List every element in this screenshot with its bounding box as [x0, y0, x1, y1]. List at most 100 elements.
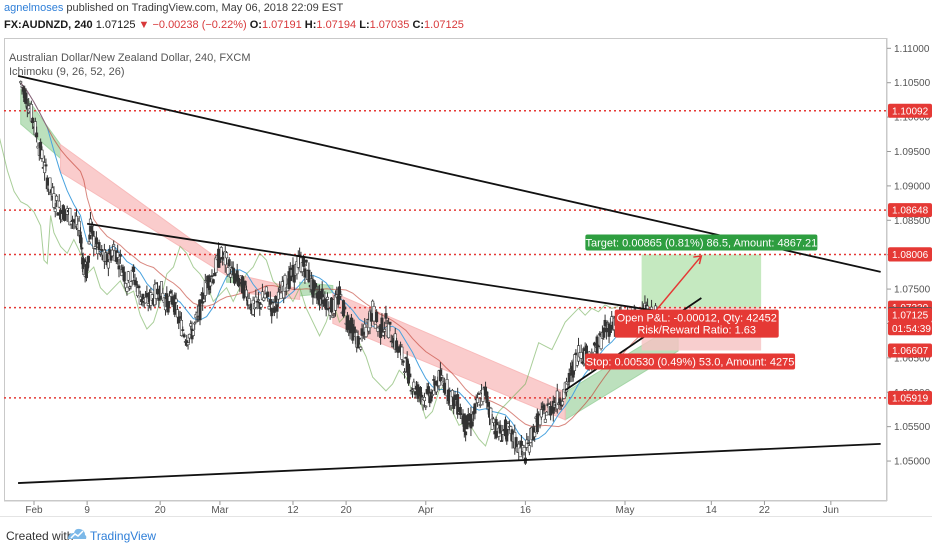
candle: [117, 258, 121, 278]
ichimoku-cloud-bearish: [60, 143, 228, 277]
tradingview-brand[interactable]: TradingView: [90, 529, 157, 543]
candle-body: [413, 391, 417, 395]
candle-body: [412, 381, 416, 389]
candle-body: [134, 280, 138, 286]
candle: [19, 80, 23, 85]
candle-body: [462, 413, 466, 432]
candle-body: [100, 249, 104, 252]
trendline: [18, 442, 881, 484]
candle-body: [271, 301, 275, 304]
y-tick-label: 1.05000: [894, 457, 931, 468]
candle: [132, 264, 136, 278]
candle-body: [209, 281, 213, 287]
candle-body: [522, 447, 526, 453]
candle: [579, 344, 583, 364]
candle-body: [132, 266, 136, 273]
candle-body: [561, 401, 565, 406]
y-tick-label: 1.06500: [894, 353, 931, 364]
price-tag-value: 01:54:39: [892, 324, 931, 335]
candle: [86, 255, 90, 269]
candle: [426, 382, 430, 397]
candle: [498, 420, 502, 434]
last-price: 1.07125: [95, 19, 136, 31]
stop-label-box: [585, 353, 796, 370]
candle: [481, 388, 485, 406]
candle-body: [229, 273, 233, 278]
candle-body: [270, 308, 274, 317]
candle: [210, 269, 214, 280]
x-tick-label: Jun: [823, 505, 839, 516]
candle: [56, 212, 60, 216]
candle-body: [80, 247, 84, 250]
price-tag-value: 1.08006: [892, 250, 929, 261]
price-tag: [888, 307, 932, 322]
candle: [57, 194, 61, 209]
candle-body: [527, 445, 531, 453]
candle-body: [259, 304, 263, 308]
candle: [106, 259, 110, 277]
candle-body: [191, 330, 195, 336]
candle-body: [545, 411, 549, 416]
author-link[interactable]: agnelmoses: [4, 2, 64, 14]
candle-body: [542, 404, 546, 411]
candle-body: [450, 390, 454, 398]
candle: [567, 368, 571, 389]
candle: [80, 240, 84, 255]
pnl-label-text: Risk/Reward Ratio: 1.63: [637, 325, 756, 337]
candle-body: [56, 212, 60, 216]
candle: [182, 332, 186, 339]
candle-body: [403, 371, 407, 373]
candle: [55, 194, 59, 208]
candle-body: [44, 164, 48, 167]
candle-body: [247, 298, 251, 306]
candle-body: [86, 255, 90, 263]
candle-body: [144, 297, 148, 304]
candle-body: [116, 252, 120, 258]
chart-title: Australian Dollar/New Zealand Dollar, 24…: [9, 52, 251, 64]
down-arrow-icon: ▼: [138, 19, 150, 31]
candle: [533, 425, 537, 442]
candle: [79, 231, 83, 250]
candle: [35, 126, 39, 143]
tradingview-logo-icon[interactable]: [66, 526, 88, 542]
candle: [229, 268, 233, 284]
footer: Created with TradingView: [0, 516, 932, 551]
candle: [477, 391, 481, 395]
candle: [388, 321, 392, 332]
candle-body: [596, 345, 600, 348]
candle-body: [411, 389, 415, 392]
candle-body: [55, 195, 59, 201]
candle-body: [57, 200, 61, 208]
candle-body: [373, 323, 377, 329]
candle: [77, 215, 81, 238]
candle: [174, 292, 178, 304]
y-tick-label: 1.08500: [894, 216, 931, 227]
candle-body: [275, 304, 279, 312]
y-tick-label: 1.09000: [894, 181, 931, 192]
candle: [314, 282, 318, 289]
candle-body: [543, 418, 547, 423]
x-tick-label: 22: [759, 505, 771, 516]
candle: [326, 292, 330, 301]
candle-body: [481, 388, 485, 402]
candle-body: [383, 329, 387, 332]
chart-plot[interactable]: 1.11000 1.10500 1.10000 1.09500 1.09000 1.085…: [0, 0, 932, 516]
candle-body: [210, 275, 214, 277]
candle: [542, 403, 546, 414]
candle-body: [226, 267, 230, 275]
candle-body: [53, 208, 57, 212]
high-value: 1.07194: [316, 19, 357, 31]
candle: [478, 397, 482, 408]
tenkan-sen-line: [20, 82, 659, 441]
candle: [24, 88, 28, 108]
candle: [88, 232, 92, 240]
x-tick-label: May: [616, 505, 635, 516]
candle-body: [492, 418, 496, 423]
arrow-head-icon: [693, 255, 703, 265]
candle-body: [167, 295, 171, 302]
candle-body: [40, 149, 44, 159]
candle-body: [31, 117, 35, 123]
candle-body: [110, 249, 114, 257]
candle-body: [453, 394, 457, 401]
y-tick-label: 1.05500: [894, 422, 931, 433]
